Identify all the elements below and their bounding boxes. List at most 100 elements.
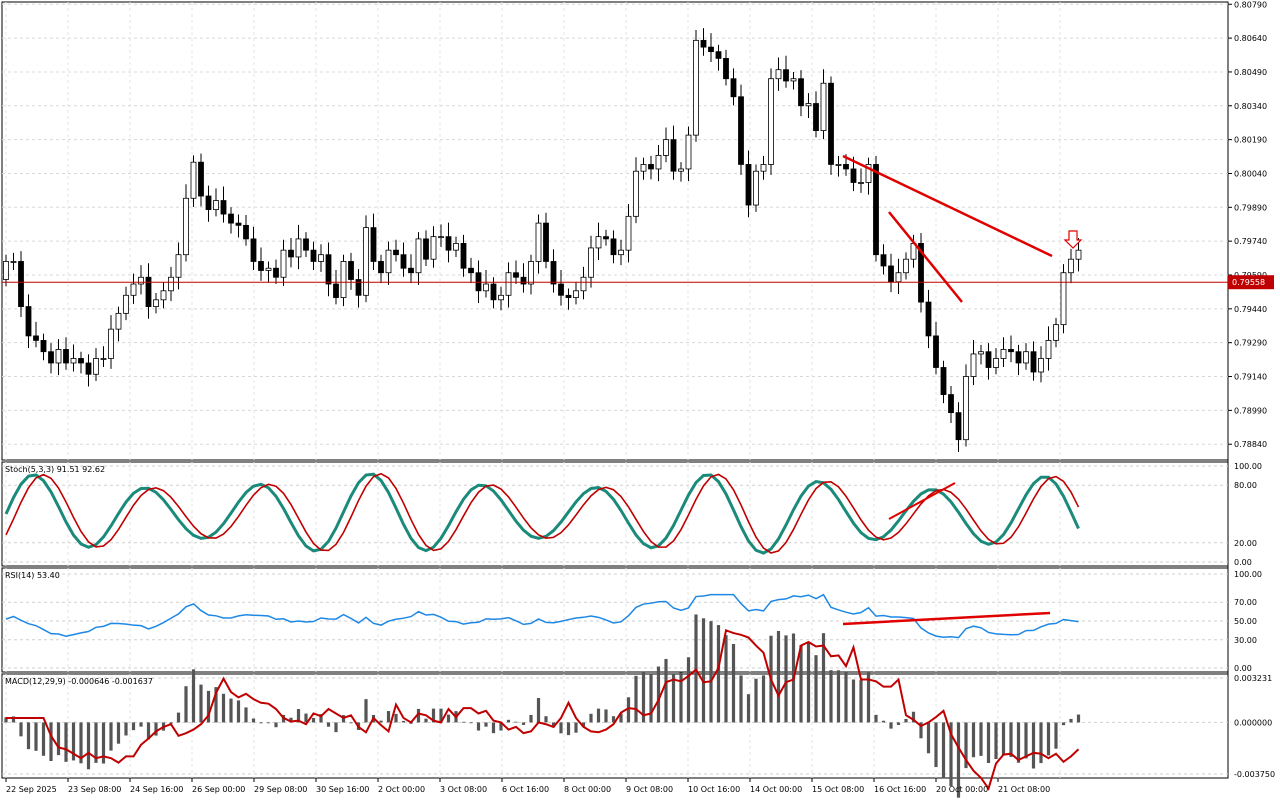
candle-up [1000,349,1007,359]
stoch-title: Stoch(5,3,3) 91.51 92.62 [5,465,105,474]
candle-up [318,254,324,262]
macd-histogram-bar [379,720,383,723]
macd-histogram-bar [251,718,256,723]
macd-histogram-bar [641,671,646,723]
macd-histogram-bar [544,716,548,723]
candle-down [303,238,309,251]
time-tick-label: 2 Oct 00:00 [378,785,425,794]
macd-histogram-bar [319,714,323,723]
macd-histogram-bar [559,722,563,734]
price-tick-label: 0.79290 [1234,339,1267,348]
macd-histogram-bar [56,722,61,756]
macd-histogram-bar [1016,722,1021,763]
macd-histogram-bar [191,669,196,723]
macd-histogram-bar [671,673,676,723]
macd-histogram-bar [934,722,938,768]
time-tick-label: 16 Oct 16:00 [874,785,926,794]
candle-down [85,362,92,375]
macd-histogram-bar [296,709,301,723]
macd-histogram-bar [1039,722,1043,764]
macd-histogram-bar [709,621,713,723]
candle-down [798,78,804,107]
candle-up [535,222,542,262]
candle-up [640,164,647,172]
candle-down [1015,351,1022,364]
candle-down [783,69,789,82]
macd-histogram-bar [1001,722,1006,756]
macd-histogram-bar [701,618,706,723]
candle-up [1068,258,1074,274]
stoch-level-label: 80.00 [1234,481,1257,490]
macd-histogram-bar [686,657,691,723]
candle-up [903,258,909,274]
macd-histogram-bar [596,708,601,723]
macd-histogram-bar [971,722,976,758]
macd-histogram-bar [581,722,586,727]
macd-histogram-bar [326,722,331,727]
candle-up [168,276,174,292]
candle-up [100,358,107,360]
candle-down [723,58,729,80]
time-tick-label: 8 Oct 00:00 [564,785,611,794]
time-tick-label: 15 Oct 08:00 [812,785,864,794]
candle-up [363,227,369,296]
price-tick-label: 0.78840 [1234,440,1267,449]
rsi-pane [1,567,1229,673]
candle-down [205,195,212,210]
time-tick-label: 26 Sep 00:00 [192,785,245,794]
macd-histogram-bar [154,722,158,736]
macd-histogram-bar [551,722,556,728]
candle-down [565,294,572,298]
macd-histogram-bar [41,722,46,756]
candle-down [1030,351,1037,373]
candle-down [250,238,257,262]
candle-down [745,164,752,206]
candle-down [145,276,152,307]
macd-histogram-bar [889,722,893,729]
stoch-level-label: 0.00 [1234,558,1252,567]
candle-up [138,276,144,285]
candle-up [3,261,9,280]
candle-down [550,261,557,285]
candle-up [790,78,797,82]
candle-down [933,335,939,368]
candle-down [940,367,947,395]
candle-down [243,224,249,240]
candle-down [310,249,317,262]
macd-histogram-bar [401,720,406,723]
price-tick-label: 0.80640 [1234,34,1267,43]
macd-histogram-bar [814,655,818,723]
candle-up [93,358,99,375]
candle-down [828,82,834,165]
macd-histogram-bar [79,722,83,764]
candle-down [18,261,24,307]
macd-histogram-bar [259,722,263,724]
candle-up [775,69,782,80]
time-tick-label: 21 Oct 08:00 [998,785,1050,794]
rsi-level-label: 100.00 [1234,570,1262,579]
candle-up [123,294,129,314]
rsi-divergence-line [842,611,1051,626]
rsi-level-label: 30.00 [1234,636,1257,645]
candle-down [543,222,549,262]
candle-down [288,249,294,258]
time-tick-label: 9 Oct 08:00 [626,785,673,794]
candle-up [295,238,302,258]
candle-down [355,279,362,296]
macd-histogram-bar [799,645,803,723]
candle-down [33,335,39,341]
macd-histogram-bar [184,686,188,723]
time-tick-label: 22 Sep 2025 [6,785,57,794]
macd-pane [1,673,1229,779]
macd-histogram-bar [964,722,968,769]
macd-histogram-bar [4,717,8,723]
candle-down [850,168,857,183]
candle-down [888,265,894,283]
macd-histogram-bar [244,707,248,723]
candle-up [1023,351,1029,364]
candle-down [378,261,384,274]
macd-histogram-bar [71,722,76,761]
candle-up [55,349,62,364]
